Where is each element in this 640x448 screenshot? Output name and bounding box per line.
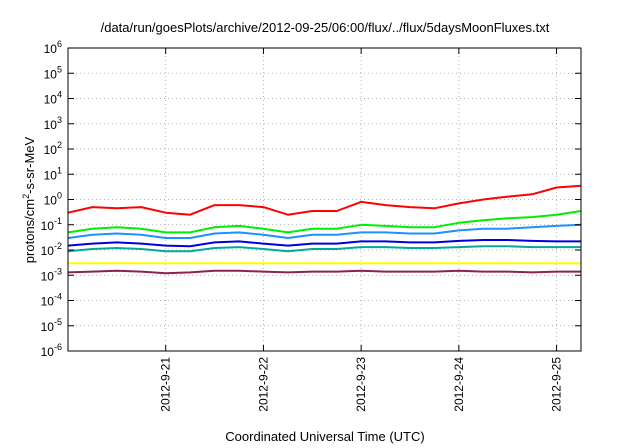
y-tick-label: 10-6: [41, 342, 62, 359]
y-tick-label: 102: [44, 140, 62, 157]
series-line-4: [67, 239, 581, 248]
y-tick-label-exp: -3: [54, 266, 62, 276]
y-tick-label-base: 10: [44, 143, 58, 157]
y-tick-label-exp: -6: [54, 342, 62, 352]
y-tick-label-base: 10: [41, 269, 55, 283]
y-tick-label-base: 10: [44, 67, 58, 81]
y-tick-label-exp: -1: [54, 216, 62, 226]
y-tick-label-exp: 5: [57, 64, 62, 74]
y-tick-label-base: 10: [41, 320, 55, 334]
y-tick-label: 10-5: [41, 317, 62, 334]
y-tick-label-exp: -2: [54, 241, 62, 251]
y-tick-label-exp: 0: [57, 191, 62, 201]
series-line-2: [67, 210, 582, 234]
y-tick-label-base: 10: [41, 295, 55, 309]
y-tick-label-base: 10: [44, 93, 58, 107]
y-tick-label-base: 10: [41, 244, 55, 258]
y-axis-label-base: protons/cm: [22, 199, 37, 263]
chart-title: /data/run/goesPlots/archive/2012-09-25/0…: [101, 20, 550, 35]
y-tick-label: 105: [44, 64, 62, 81]
y-tick-label: 10-4: [41, 292, 62, 309]
series-line-1: [67, 184, 582, 216]
y-tick-label-exp: 2: [57, 140, 62, 150]
y-tick-label-base: 10: [44, 194, 58, 208]
grid: [68, 48, 581, 351]
y-tick-label: 104: [44, 90, 62, 107]
y-tick-label-exp: 4: [57, 90, 62, 100]
y-tick-label-base: 10: [44, 168, 58, 182]
y-tick-label: 106: [44, 39, 62, 56]
y-tick-label: 101: [44, 165, 62, 182]
y-tick-label: 100: [44, 191, 62, 208]
y-tick-label: 10-3: [41, 266, 62, 283]
series-line-5: [67, 245, 581, 253]
y-tick-label-base: 10: [41, 345, 55, 359]
x-tick-label: 2012-9-22: [256, 357, 270, 412]
y-tick-label-base: 10: [44, 118, 58, 132]
y-tick-label: 103: [44, 115, 62, 132]
y-tick-label-exp: -5: [54, 317, 62, 327]
x-axis-ticks: 2012-9-21 2012-9-22 2012-9-23 2012-9-24 2012…: [159, 48, 564, 412]
x-tick-label: 2012-9-24: [452, 357, 466, 412]
y-tick-label: 10-1: [41, 216, 62, 233]
y-tick-label-base: 10: [44, 42, 58, 56]
y-tick-label: 10-2: [41, 241, 62, 258]
series-line-7: [67, 269, 581, 275]
y-axis-ticks: 10-610-510-410-310-210-11001011021031041…: [41, 39, 581, 359]
y-tick-label-exp: 1: [57, 165, 62, 175]
y-tick-label-exp: 3: [57, 115, 62, 125]
series-group: [67, 184, 582, 275]
y-axis-label-rest: -s-sr-MeV: [22, 136, 37, 193]
y-tick-label-exp: 6: [57, 39, 62, 49]
x-tick-label: 2012-9-21: [159, 357, 173, 412]
y-axis-label: protons/cm2-s-sr-MeV: [21, 136, 37, 263]
x-tick-label: 2012-9-23: [354, 357, 368, 412]
x-tick-label: 2012-9-25: [550, 357, 564, 412]
y-axis-label-sup: 2: [21, 194, 31, 199]
x-axis-label: Coordinated Universal Time (UTC): [225, 429, 424, 444]
y-tick-label-exp: -4: [54, 292, 62, 302]
y-tick-label-base: 10: [41, 219, 55, 233]
series-line-3: [67, 223, 582, 239]
